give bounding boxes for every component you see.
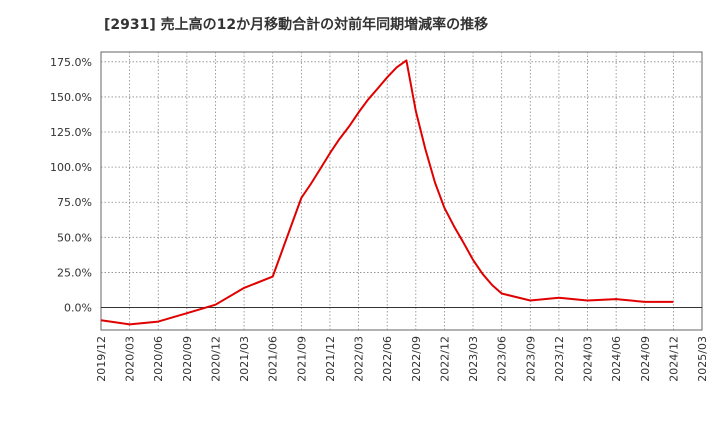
x-tick-label: 2021/09 xyxy=(295,336,308,382)
x-tick-label: 2021/12 xyxy=(324,336,337,382)
x-tick-label: 2024/03 xyxy=(582,336,595,382)
x-tick-label: 2023/03 xyxy=(467,336,480,382)
x-tick-label: 2023/09 xyxy=(524,336,537,382)
series-line xyxy=(100,59,674,326)
x-tick-label: 2022/09 xyxy=(410,336,423,382)
y-tick-label: 50.0% xyxy=(57,231,92,244)
x-tick-label: 2024/06 xyxy=(610,336,623,382)
x-tick-label: 2020/12 xyxy=(209,336,222,382)
x-tick-label: 2022/12 xyxy=(438,336,451,382)
x-tick-label: 2023/06 xyxy=(496,336,509,382)
y-tick-label: 25.0% xyxy=(57,266,92,279)
x-tick-label: 2024/12 xyxy=(667,336,680,382)
x-tick-label: 2019/12 xyxy=(95,336,108,382)
x-tick-label: 2022/03 xyxy=(353,336,366,382)
y-tick-label: 125.0% xyxy=(50,126,92,139)
x-tick-label: 2022/06 xyxy=(381,336,394,382)
x-tick-label: 2021/06 xyxy=(267,336,280,382)
y-tick-label: 150.0% xyxy=(50,91,92,104)
y-tick-label: 0.0% xyxy=(64,302,92,315)
plot-area xyxy=(100,51,703,331)
x-tick-label: 2024/09 xyxy=(639,336,652,382)
y-tick-label: 100.0% xyxy=(50,161,92,174)
y-tick-label: 175.0% xyxy=(50,56,92,69)
x-tick-label: 2025/03 xyxy=(696,336,709,382)
x-tick-label: 2020/06 xyxy=(152,336,165,382)
x-tick-label: 2020/03 xyxy=(124,336,137,382)
y-tick-label: 75.0% xyxy=(57,196,92,209)
x-tick-label: 2020/09 xyxy=(181,336,194,382)
x-tick-label: 2021/03 xyxy=(238,336,251,382)
chart-title: [2931] 売上高の12か月移動合計の対前年同期増減率の推移 xyxy=(104,17,489,33)
x-tick-label: 2023/12 xyxy=(553,336,566,382)
